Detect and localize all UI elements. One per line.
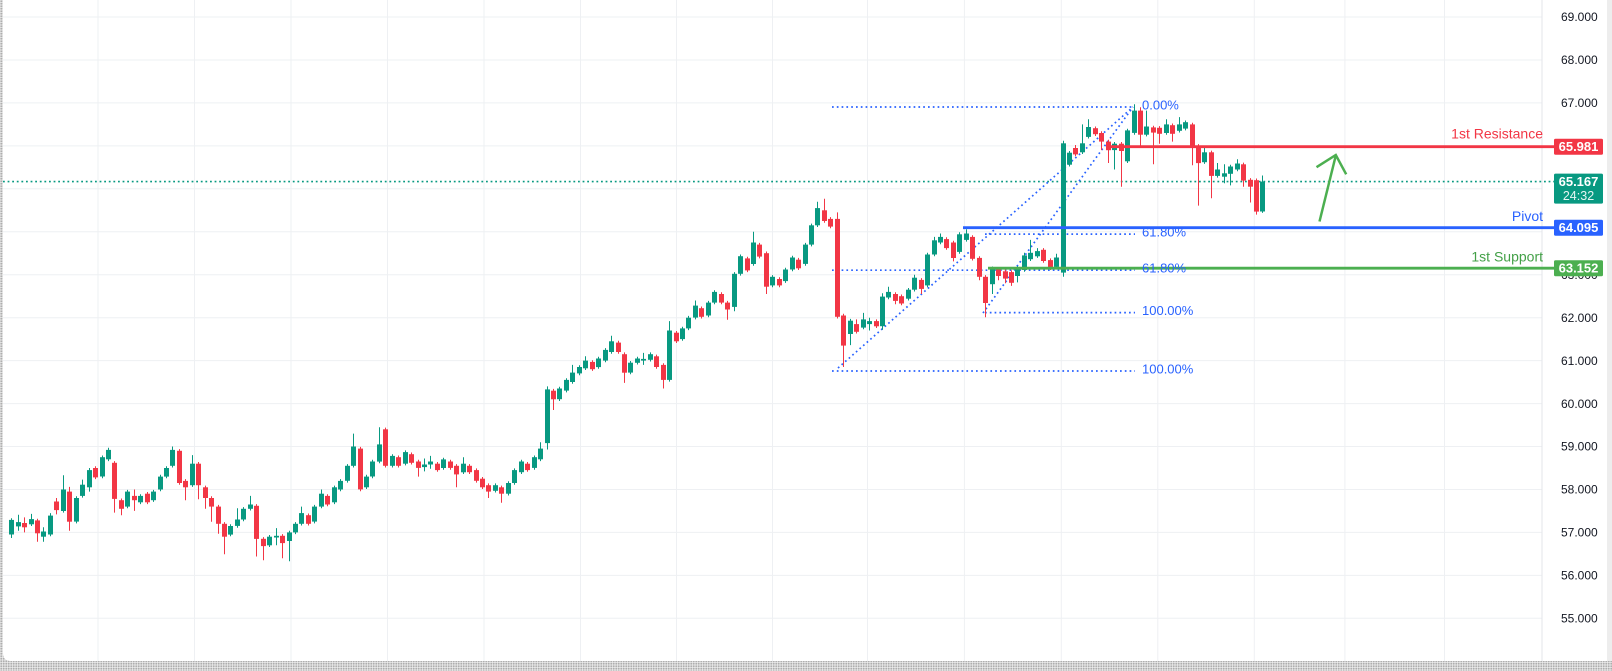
svg-text:58.000: 58.000 [1561,483,1598,497]
svg-text:57.000: 57.000 [1561,526,1598,540]
svg-text:60.000: 60.000 [1561,397,1598,411]
svg-text:69.000: 69.000 [1561,10,1598,24]
svg-text:59.000: 59.000 [1561,440,1598,454]
svg-text:1st Resistance: 1st Resistance [1451,126,1543,142]
svg-text:56.000: 56.000 [1561,569,1598,583]
svg-text:1st Support: 1st Support [1471,249,1543,265]
svg-text:61.80%: 61.80% [1142,225,1187,240]
svg-text:62.000: 62.000 [1561,311,1598,325]
svg-text:61.000: 61.000 [1561,354,1598,368]
svg-text:24:32: 24:32 [1563,189,1594,203]
svg-text:63.152: 63.152 [1559,261,1599,276]
svg-text:100.00%: 100.00% [1142,362,1194,377]
svg-text:68.000: 68.000 [1561,53,1598,67]
svg-text:55.000: 55.000 [1561,612,1598,626]
svg-text:67.000: 67.000 [1561,96,1598,110]
svg-text:64.095: 64.095 [1559,220,1599,235]
svg-text:65.167: 65.167 [1559,174,1599,189]
svg-text:100.00%: 100.00% [1142,303,1194,318]
svg-text:65.981: 65.981 [1559,139,1599,154]
svg-text:Pivot: Pivot [1512,208,1543,224]
svg-text:61.80%: 61.80% [1142,261,1187,276]
svg-text:0.00%: 0.00% [1142,98,1179,113]
